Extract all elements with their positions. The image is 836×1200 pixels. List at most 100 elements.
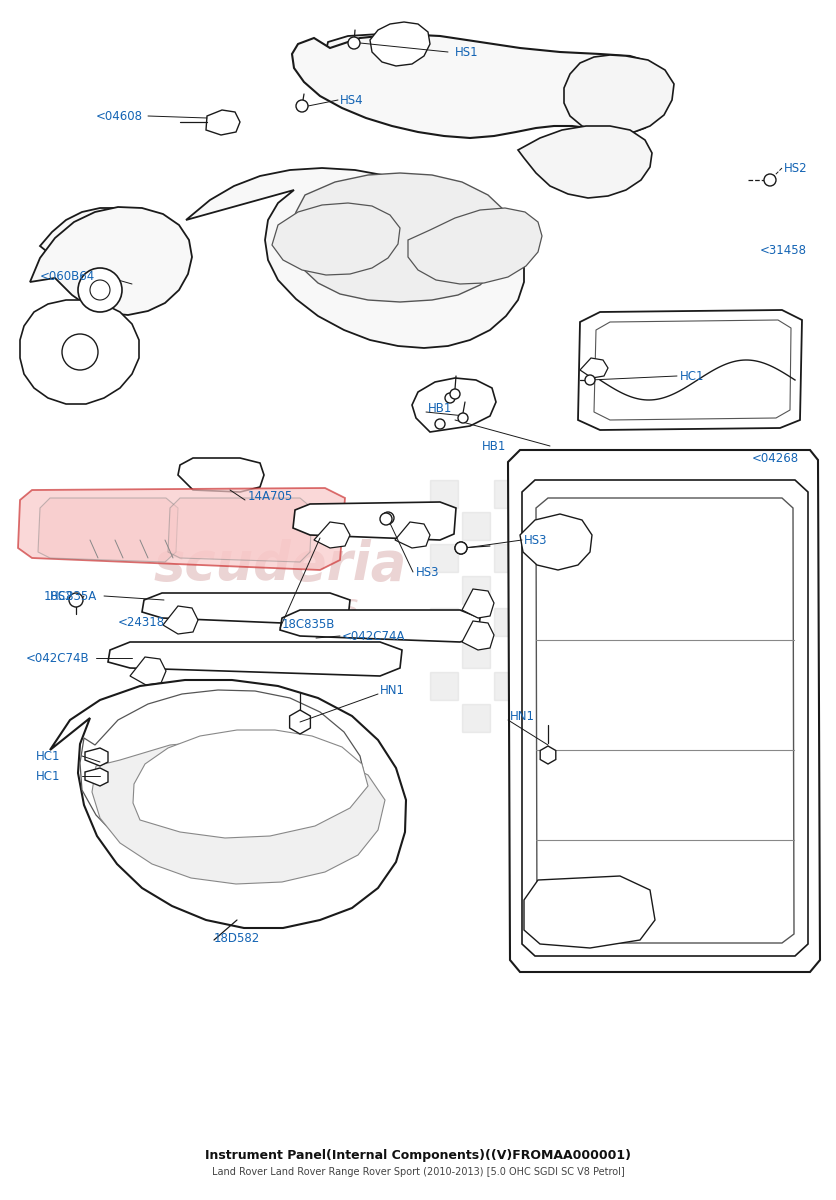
Text: scuderia: scuderia [153, 539, 406, 590]
Text: <24318: <24318 [118, 616, 166, 629]
Bar [750, 544, 778, 572]
Polygon shape [462, 589, 494, 618]
Bar [590, 640, 618, 668]
Circle shape [296, 100, 308, 112]
Bar [430, 608, 458, 636]
Circle shape [348, 37, 360, 49]
Polygon shape [578, 310, 802, 430]
Bar [430, 544, 458, 572]
Bar [782, 640, 810, 668]
Polygon shape [540, 746, 556, 764]
Polygon shape [408, 208, 542, 284]
Bar [782, 512, 810, 540]
Bar [462, 704, 490, 732]
Polygon shape [314, 522, 350, 548]
Bar [718, 512, 746, 540]
Polygon shape [133, 730, 368, 838]
Bar [462, 640, 490, 668]
Bar [590, 576, 618, 604]
Text: Land Rover Land Rover Range Rover Sport (2010-2013) [5.0 OHC SGDI SC V8 Petrol]: Land Rover Land Rover Range Rover Sport … [212, 1166, 624, 1177]
Bar [750, 672, 778, 700]
Bar [462, 576, 490, 604]
Polygon shape [536, 498, 794, 943]
Bar [494, 480, 522, 508]
Text: 14A705: 14A705 [248, 490, 293, 503]
Polygon shape [108, 642, 402, 676]
Bar [430, 672, 458, 700]
Text: <060B64: <060B64 [40, 270, 95, 282]
Circle shape [455, 542, 467, 554]
Text: HC1: HC1 [680, 370, 705, 383]
Polygon shape [580, 358, 608, 378]
Text: HN1: HN1 [380, 684, 405, 696]
Circle shape [445, 392, 455, 403]
Polygon shape [522, 480, 808, 956]
Bar [558, 544, 586, 572]
Polygon shape [186, 168, 524, 348]
Bar [686, 608, 714, 636]
Polygon shape [323, 34, 668, 134]
Polygon shape [80, 690, 366, 874]
Circle shape [90, 280, 110, 300]
Polygon shape [293, 502, 456, 540]
Polygon shape [564, 55, 674, 134]
Bar [654, 576, 682, 604]
Bar [526, 576, 554, 604]
Text: HB1: HB1 [428, 402, 452, 414]
Text: car parts: car parts [222, 594, 358, 623]
Text: <31458: <31458 [760, 244, 807, 257]
Text: <04608: <04608 [96, 109, 143, 122]
Text: <04268: <04268 [752, 451, 799, 464]
Polygon shape [163, 606, 198, 634]
Polygon shape [206, 110, 240, 134]
Bar [782, 576, 810, 604]
Polygon shape [85, 748, 108, 766]
Polygon shape [40, 208, 165, 292]
Text: 18C835A: 18C835A [44, 589, 97, 602]
Text: HC1: HC1 [36, 750, 60, 762]
Polygon shape [272, 203, 400, 275]
Polygon shape [594, 320, 791, 420]
Bar [718, 704, 746, 732]
Circle shape [450, 389, 460, 398]
Polygon shape [412, 378, 496, 432]
Polygon shape [289, 710, 310, 734]
Bar [430, 480, 458, 508]
Bar [494, 608, 522, 636]
Polygon shape [85, 768, 108, 786]
Text: HB1: HB1 [482, 439, 507, 452]
Circle shape [435, 419, 445, 428]
Polygon shape [178, 458, 264, 492]
Polygon shape [508, 450, 820, 972]
Bar [622, 480, 650, 508]
Bar [558, 608, 586, 636]
Circle shape [78, 268, 122, 312]
Polygon shape [524, 876, 655, 948]
Polygon shape [130, 658, 166, 685]
Polygon shape [20, 300, 139, 404]
Polygon shape [168, 498, 312, 562]
Bar [526, 512, 554, 540]
Bar [622, 672, 650, 700]
Polygon shape [142, 593, 350, 625]
Text: 18D582: 18D582 [214, 931, 260, 944]
Polygon shape [518, 126, 652, 198]
Text: HS3: HS3 [524, 534, 548, 546]
Bar [590, 512, 618, 540]
Bar [654, 640, 682, 668]
Polygon shape [520, 514, 592, 570]
Text: HS1: HS1 [455, 46, 479, 59]
Bar [686, 672, 714, 700]
Circle shape [380, 514, 392, 526]
Bar [686, 544, 714, 572]
Bar [718, 640, 746, 668]
Polygon shape [280, 610, 480, 642]
Circle shape [458, 413, 468, 422]
Polygon shape [18, 488, 345, 570]
Bar [622, 544, 650, 572]
Text: HS2: HS2 [50, 589, 74, 602]
Bar [590, 704, 618, 732]
Polygon shape [462, 622, 494, 650]
Text: <042C74A: <042C74A [342, 630, 405, 642]
Circle shape [382, 512, 394, 524]
